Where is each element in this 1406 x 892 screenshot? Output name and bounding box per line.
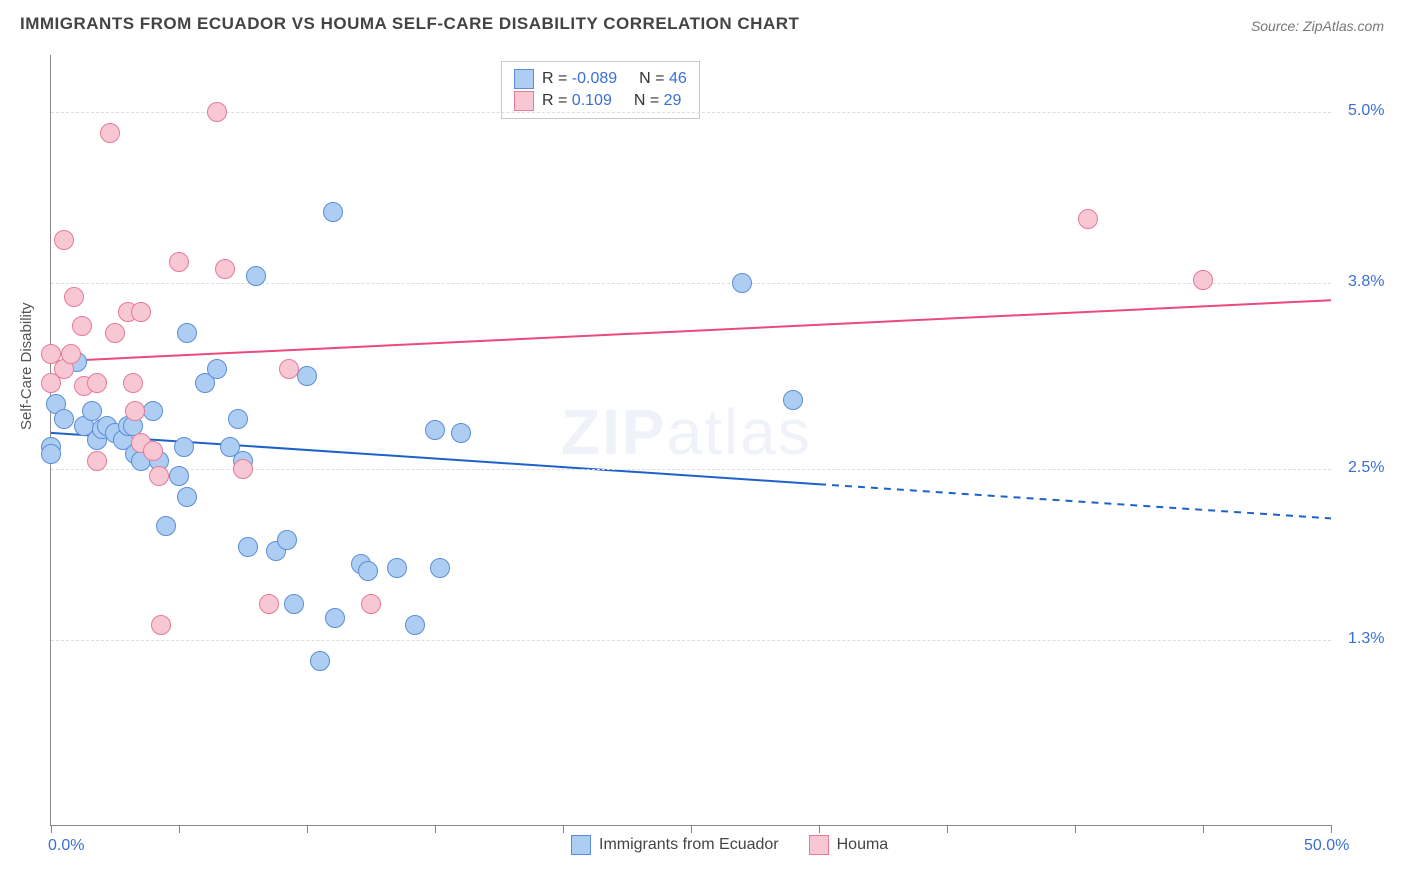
data-point-ecuador <box>425 420 445 440</box>
data-point-ecuador <box>177 323 197 343</box>
series-legend-item-houma: Houma <box>809 835 889 855</box>
data-point-houma <box>259 594 279 614</box>
data-point-ecuador <box>156 516 176 536</box>
trend-line-extrapolated-ecuador <box>819 484 1331 518</box>
data-point-houma <box>215 259 235 279</box>
data-point-ecuador <box>143 401 163 421</box>
gridline-h <box>51 112 1331 113</box>
x-tick <box>819 825 820 833</box>
gridline-h <box>51 640 1331 641</box>
legend-swatch-houma <box>514 91 534 111</box>
x-max-label: 50.0% <box>1304 837 1349 855</box>
data-point-ecuador <box>174 437 194 457</box>
x-tick <box>307 825 308 833</box>
data-point-houma <box>87 451 107 471</box>
data-point-ecuador <box>238 537 258 557</box>
series-legend-item-ecuador: Immigrants from Ecuador <box>571 835 779 855</box>
data-point-ecuador <box>358 561 378 581</box>
x-tick <box>179 825 180 833</box>
legend-r-value: -0.089 <box>572 70 617 87</box>
data-point-ecuador <box>54 409 74 429</box>
x-tick <box>1331 825 1332 833</box>
series-legend: Immigrants from Ecuador Houma <box>571 835 888 855</box>
data-point-houma <box>61 344 81 364</box>
legend-r-label: R = -0.089 <box>542 70 617 88</box>
trend-lines-layer <box>51 55 1331 825</box>
data-point-ecuador <box>277 530 297 550</box>
legend-n-value: 46 <box>669 70 687 87</box>
data-point-ecuador <box>325 608 345 628</box>
data-point-ecuador <box>323 202 343 222</box>
data-point-houma <box>143 441 163 461</box>
data-point-houma <box>54 230 74 250</box>
legend-n-label: N = 46 <box>639 70 687 88</box>
legend-r-value: 0.109 <box>572 92 612 109</box>
y-tick-label: 2.5% <box>1348 459 1384 477</box>
data-point-ecuador <box>297 366 317 386</box>
legend-r-label: R = 0.109 <box>542 92 612 110</box>
data-point-houma <box>125 401 145 421</box>
correlation-legend: R = -0.089 N = 46 R = 0.109 N = 29 <box>501 61 700 119</box>
data-point-houma <box>361 594 381 614</box>
data-point-houma <box>233 459 253 479</box>
x-tick <box>563 825 564 833</box>
data-point-ecuador <box>41 444 61 464</box>
series-name-ecuador: Immigrants from Ecuador <box>599 836 779 854</box>
series-name-houma: Houma <box>837 836 889 854</box>
x-tick <box>691 825 692 833</box>
x-tick <box>1203 825 1204 833</box>
data-point-ecuador <box>177 487 197 507</box>
series-swatch-houma <box>809 835 829 855</box>
x-min-label: 0.0% <box>48 837 84 855</box>
data-point-ecuador <box>783 390 803 410</box>
scatter-plot: ZIPatlas R = -0.089N = 46R = 0.109N = 29… <box>50 55 1331 826</box>
trend-line-houma <box>51 300 1331 361</box>
data-point-ecuador <box>310 651 330 671</box>
x-tick <box>51 825 52 833</box>
data-point-ecuador <box>246 266 266 286</box>
data-point-houma <box>1078 209 1098 229</box>
data-point-houma <box>105 323 125 343</box>
y-tick-label: 3.8% <box>1348 273 1384 291</box>
chart-title: IMMIGRANTS FROM ECUADOR VS HOUMA SELF-CA… <box>20 14 799 34</box>
legend-row-ecuador: R = -0.089 N = 46 <box>514 68 687 90</box>
data-point-ecuador <box>732 273 752 293</box>
data-point-houma <box>151 615 171 635</box>
data-point-ecuador <box>451 423 471 443</box>
data-point-ecuador <box>284 594 304 614</box>
series-swatch-ecuador <box>571 835 591 855</box>
data-point-ecuador <box>228 409 248 429</box>
data-point-houma <box>87 373 107 393</box>
x-tick <box>1075 825 1076 833</box>
y-axis-label: Self-Care Disability <box>18 302 35 430</box>
y-tick-label: 5.0% <box>1348 102 1384 120</box>
data-point-houma <box>100 123 120 143</box>
data-point-ecuador <box>387 558 407 578</box>
x-tick <box>435 825 436 833</box>
legend-swatch-ecuador <box>514 69 534 89</box>
data-point-ecuador <box>405 615 425 635</box>
data-point-houma <box>123 373 143 393</box>
x-tick <box>947 825 948 833</box>
data-point-ecuador <box>169 466 189 486</box>
gridline-h <box>51 283 1331 284</box>
data-point-houma <box>64 287 84 307</box>
data-point-ecuador <box>430 558 450 578</box>
data-point-houma <box>279 359 299 379</box>
legend-n-value: 29 <box>664 92 682 109</box>
data-point-houma <box>72 316 92 336</box>
legend-n-label: N = 29 <box>634 92 682 110</box>
data-point-ecuador <box>207 359 227 379</box>
source-credit: Source: ZipAtlas.com <box>1251 18 1384 34</box>
data-point-houma <box>207 102 227 122</box>
data-point-houma <box>149 466 169 486</box>
data-point-houma <box>169 252 189 272</box>
legend-row-houma: R = 0.109 N = 29 <box>514 90 687 112</box>
data-point-houma <box>1193 270 1213 290</box>
data-point-houma <box>131 302 151 322</box>
y-tick-label: 1.3% <box>1348 630 1384 648</box>
